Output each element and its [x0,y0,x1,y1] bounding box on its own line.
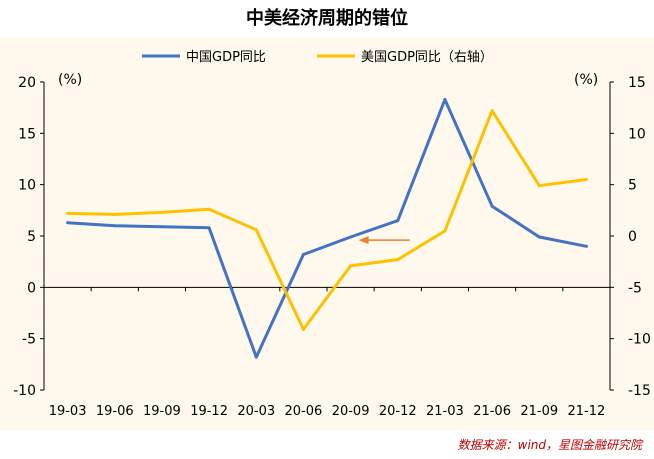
right-tick-label: -15 [628,383,651,399]
series-point-us [349,264,353,268]
x-tick-label: 20-06 [285,404,323,419]
x-tick-label: 21-03 [426,404,464,419]
chart-title: 中美经济周期的错位 [246,8,408,29]
series-line-us [67,109,587,331]
series-point-us [301,327,305,331]
left-tick-label: -10 [13,383,36,399]
series-point-us [537,184,541,188]
left-tick-label: 15 [18,126,36,142]
right-tick-label: -10 [628,332,651,348]
series-point-us [113,212,117,216]
series-point-china [443,97,447,101]
annotation-arrow-head [358,236,369,245]
x-tick-label: 20-09 [332,404,370,419]
right-tick-label: -5 [628,280,642,296]
right-tick-label: 15 [628,75,646,91]
series-point-china [66,221,70,225]
series-point-us [443,229,447,233]
series-point-china [396,219,400,223]
series-point-china [254,355,258,359]
series-point-us [490,109,494,113]
series-point-us [254,228,258,232]
series-point-china [113,224,117,228]
series-point-us [396,258,400,262]
legend: 中国GDP同比 美国GDP同比（右轴） [142,50,493,65]
right-axis-unit: (%) [574,72,598,88]
series-point-us [207,207,211,211]
x-tick-label: 19-12 [190,404,228,419]
x-tick-label: 20-03 [237,404,275,419]
left-tick-label: -5 [22,332,36,348]
labels-group: -10 -5 0 5 10 15 20 -15 -10 -5 0 5 10 15 19-03 19-06 19-… [13,72,651,419]
left-tick-label: 5 [27,229,36,245]
x-tick-label: 21-12 [568,404,606,419]
legend-china-label: 中国GDP同比 [186,50,266,65]
series-point-china [349,235,353,239]
x-tick-label: 19-09 [143,404,181,419]
source-note: 数据来源：wind，星图金融研究院 [457,438,642,452]
x-tick-label: 20-12 [379,404,417,419]
series-point-china [207,226,211,230]
series-point-china [160,225,164,229]
series-point-us [584,178,588,182]
x-tick-label: 19-06 [96,404,134,419]
x-tick-label: 19-03 [49,404,87,419]
series-group [66,97,588,359]
series-point-china [584,244,588,248]
series-line-china [67,98,587,359]
series-point-china [301,252,305,256]
left-tick-label: 10 [18,178,36,194]
left-tick-label: 0 [27,280,36,296]
x-tick-label: 21-06 [473,404,511,419]
legend-us-label: 美国GDP同比（右轴） [361,50,493,65]
right-tick-label: 0 [628,229,637,245]
plot-background [0,38,654,430]
series-point-china [490,204,494,208]
left-tick-label: 20 [18,75,36,91]
right-tick-label: 5 [628,178,637,194]
axes-group [40,81,614,391]
x-tick-label: 21-09 [520,404,558,419]
left-axis-unit: (%) [58,72,82,88]
series-point-us [66,211,70,215]
series-point-us [160,210,164,214]
right-tick-label: 10 [628,126,646,142]
series-point-china [537,235,541,239]
